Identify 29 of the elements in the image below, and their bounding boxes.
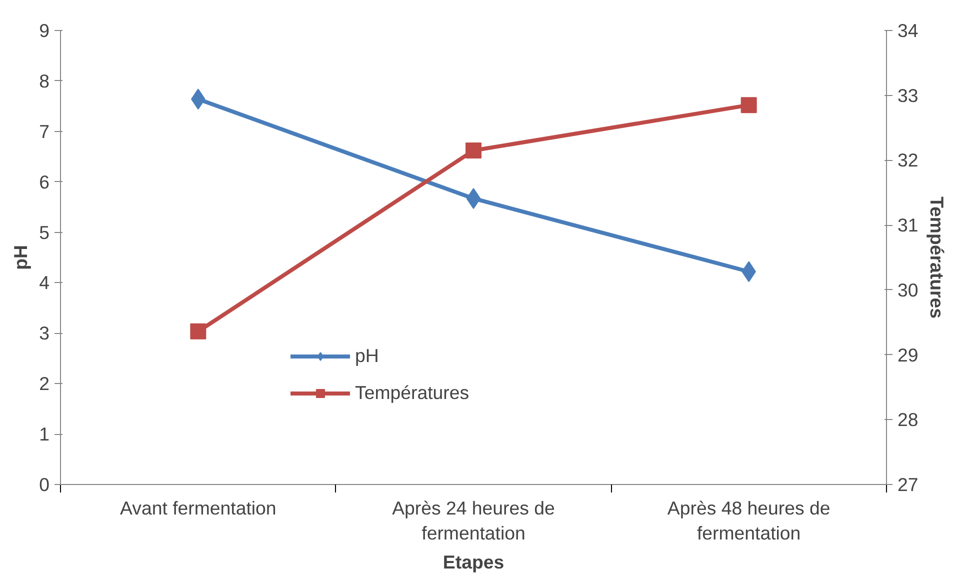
x-tick-label: Avant fermentation (120, 498, 276, 518)
y-tick-label: 6 (39, 171, 50, 192)
y2-tick-label: 27 (898, 474, 918, 495)
x-axis-title: Etapes (442, 552, 504, 573)
y2-tick-label: 34 (898, 20, 918, 41)
y2-tick-label: 33 (898, 84, 918, 106)
y-tick-label: 1 (39, 424, 50, 445)
y-tick-label: 3 (39, 322, 50, 344)
y2-axis-title: Températures (926, 196, 948, 319)
legend-label: Températures (355, 382, 470, 404)
y-tick-label: 5 (39, 222, 50, 243)
y-axis-title: pH (10, 245, 32, 270)
y-tick-label: 8 (39, 70, 50, 92)
point (466, 142, 482, 158)
point (740, 97, 757, 114)
y2-tick-label: 28 (898, 409, 918, 430)
legend-label: pH (355, 345, 379, 367)
y-tick-label: 2 (39, 373, 50, 394)
y-tick-label: 7 (39, 120, 50, 142)
y-tick-label: 4 (39, 272, 50, 294)
y2-tick-label: 30 (898, 279, 918, 300)
point (190, 323, 206, 340)
y2-tick-label: 29 (898, 344, 918, 366)
y2-tick-label: 32 (898, 150, 918, 171)
y-tick-label: 9 (39, 20, 50, 41)
x-tick-label: Après 48 heures de fermentation (667, 498, 830, 544)
x-tick-label: Après 24 heures de fermentation (392, 498, 555, 544)
y-tick-label: 0 (39, 474, 50, 495)
y2-tick-label: 31 (898, 214, 918, 236)
